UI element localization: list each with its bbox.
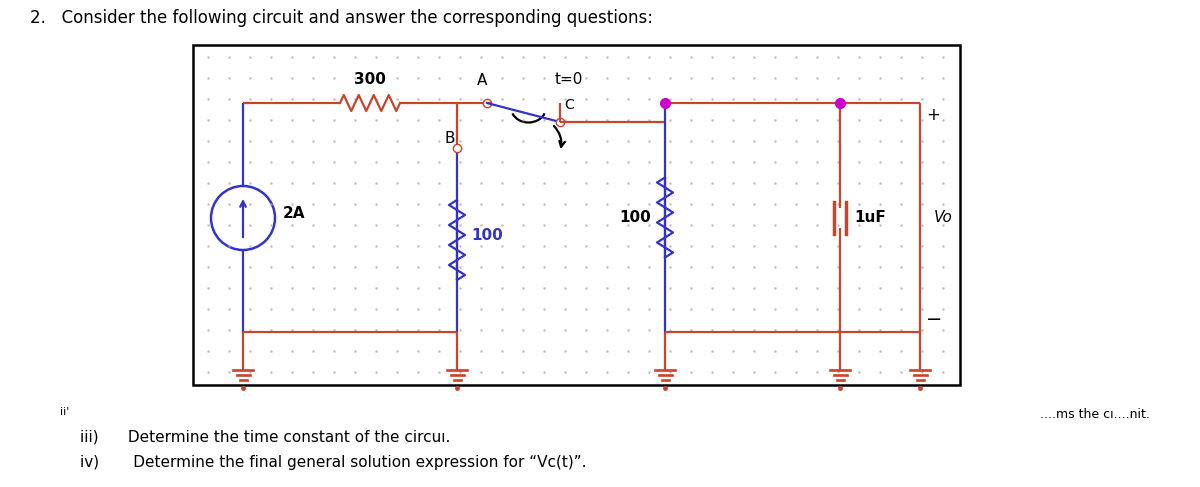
Text: 300: 300 (354, 72, 386, 87)
Text: 1uF: 1uF (854, 210, 886, 225)
Text: iii)      Determine the time constant of the circuı.: iii) Determine the time constant of the … (80, 430, 450, 445)
Text: Vo: Vo (934, 210, 953, 225)
Text: 2A: 2A (283, 206, 306, 221)
Text: C: C (564, 98, 574, 112)
Text: 100: 100 (619, 210, 650, 225)
Text: A: A (476, 73, 487, 88)
Text: 100: 100 (470, 227, 503, 243)
Text: ii': ii' (60, 407, 70, 417)
Text: B: B (444, 131, 455, 146)
Text: −: − (926, 311, 942, 330)
Text: +: + (926, 106, 940, 124)
Text: 2.   Consider the following circuit and answer the corresponding questions:: 2. Consider the following circuit and an… (30, 9, 653, 27)
Bar (193, 45, 960, 385)
Text: iv)       Determine the final general solution expression for “Vc(t)”.: iv) Determine the final general solution… (80, 454, 587, 469)
Text: t=0: t=0 (554, 72, 583, 87)
Text: ....ms the cı....nit.: ....ms the cı....nit. (1040, 409, 1150, 422)
